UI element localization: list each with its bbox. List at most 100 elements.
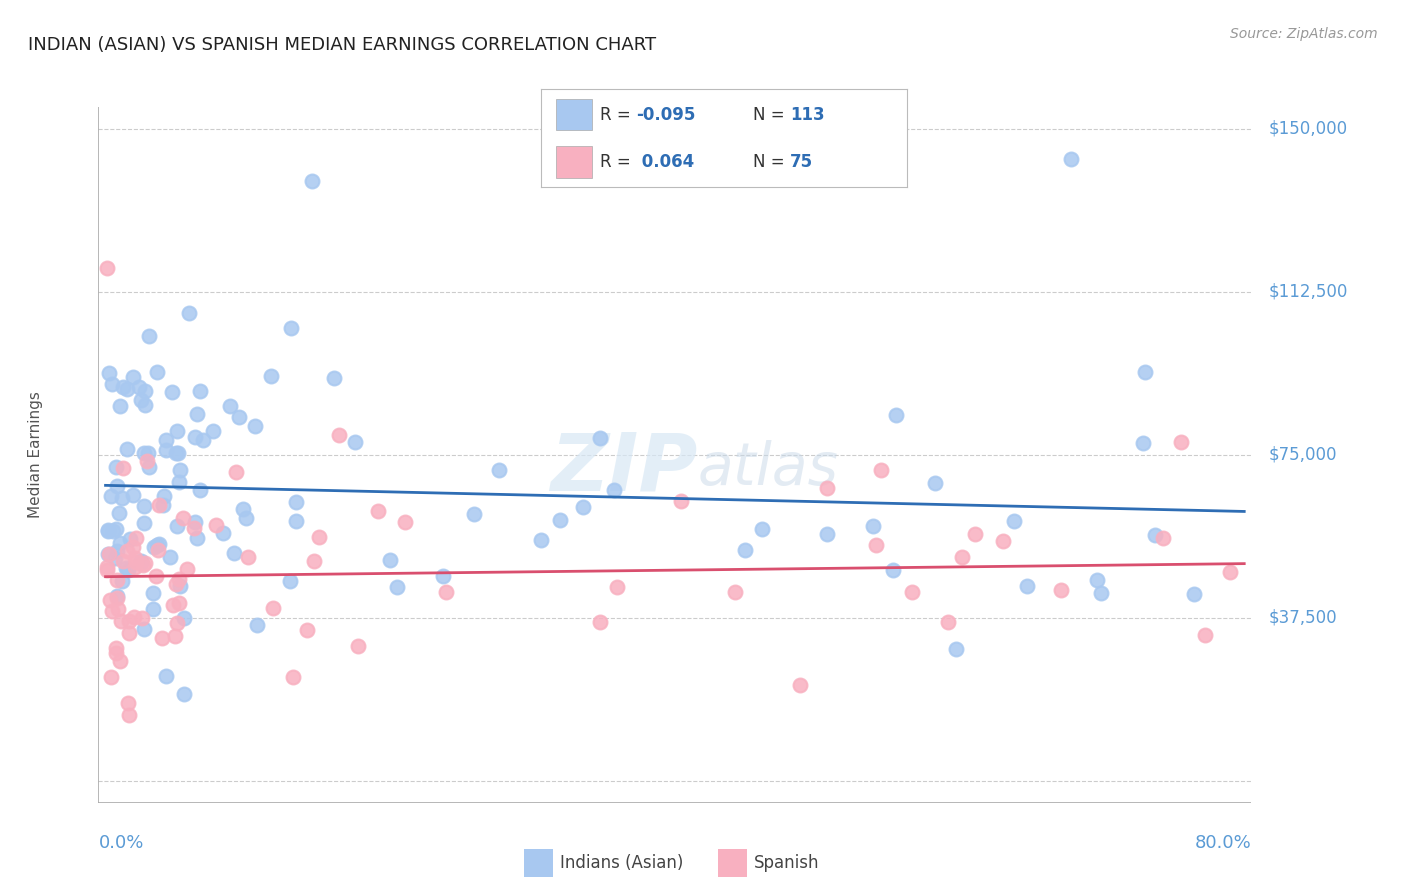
Point	[146, 538, 169, 552]
Point	[115, 382, 138, 396]
Point	[98, 592, 121, 607]
Text: Median Earnings: Median Earnings	[28, 392, 42, 518]
Point	[815, 527, 838, 541]
Point	[134, 384, 156, 398]
Point	[235, 510, 257, 524]
Point	[146, 366, 169, 380]
Point	[111, 554, 134, 568]
Text: R =: R =	[600, 153, 636, 170]
Point	[155, 443, 177, 458]
Point	[1182, 587, 1205, 601]
Point	[589, 615, 612, 629]
Point	[530, 533, 553, 547]
Point	[122, 370, 145, 384]
Point	[571, 500, 593, 514]
Point	[669, 493, 692, 508]
Point	[153, 489, 176, 503]
Text: $150,000: $150,000	[1268, 120, 1348, 137]
Point	[938, 615, 960, 629]
Point	[434, 585, 457, 599]
Text: $37,500: $37,500	[1268, 609, 1337, 627]
Point	[110, 614, 132, 628]
Point	[260, 369, 283, 384]
Point	[96, 560, 118, 574]
Point	[160, 385, 183, 400]
Point	[131, 611, 153, 625]
Point	[183, 516, 205, 530]
Point	[104, 460, 127, 475]
Point	[165, 446, 187, 460]
Point	[173, 687, 195, 701]
Point	[734, 542, 756, 557]
Point	[124, 550, 146, 565]
Point	[97, 547, 120, 561]
Text: N =: N =	[754, 153, 790, 170]
Point	[107, 506, 129, 520]
Point	[924, 476, 946, 491]
Point	[105, 544, 128, 558]
Point	[177, 306, 200, 320]
Point	[104, 551, 127, 566]
Point	[184, 430, 207, 444]
Point	[172, 511, 194, 525]
Point	[188, 384, 211, 399]
Point	[380, 553, 402, 567]
Text: N =: N =	[754, 106, 790, 124]
Point	[232, 501, 254, 516]
Point	[117, 563, 139, 577]
Point	[128, 380, 150, 394]
Point	[105, 573, 128, 587]
Point	[176, 562, 198, 576]
Point	[145, 568, 167, 582]
Text: Indians (Asian): Indians (Asian)	[561, 854, 683, 872]
Point	[163, 628, 186, 642]
Point	[367, 504, 389, 518]
Point	[166, 518, 188, 533]
Point	[117, 708, 139, 723]
Point	[108, 535, 131, 549]
Point	[105, 589, 128, 603]
Point	[900, 585, 922, 599]
Point	[302, 554, 325, 568]
Bar	[555, 99, 592, 130]
Text: Spanish: Spanish	[754, 854, 820, 872]
Point	[202, 424, 225, 438]
Point	[205, 517, 228, 532]
Point	[236, 549, 259, 564]
Point	[222, 546, 245, 560]
Point	[1194, 628, 1216, 642]
Point	[129, 556, 152, 570]
Point	[117, 615, 139, 629]
Point	[347, 640, 370, 654]
Point	[219, 400, 242, 414]
Point	[97, 547, 120, 561]
Point	[882, 563, 904, 577]
Point	[965, 526, 987, 541]
Text: ZIP: ZIP	[551, 430, 697, 508]
Point	[105, 478, 128, 492]
Text: INDIAN (ASIAN) VS SPANISH MEDIAN EARNINGS CORRELATION CHART: INDIAN (ASIAN) VS SPANISH MEDIAN EARNING…	[28, 36, 657, 54]
Point	[167, 446, 190, 460]
Point	[1170, 434, 1192, 449]
Point	[245, 418, 267, 433]
Text: $112,500: $112,500	[1268, 283, 1348, 301]
Point	[108, 399, 131, 413]
Point	[1132, 436, 1154, 450]
Point	[97, 523, 120, 537]
Point	[125, 531, 148, 545]
Point	[122, 540, 145, 554]
Point	[1085, 573, 1108, 587]
Text: 113: 113	[790, 106, 824, 124]
Point	[115, 544, 138, 558]
Point	[284, 514, 307, 528]
Point	[114, 561, 136, 575]
Point	[1060, 152, 1083, 166]
Text: atlas: atlas	[697, 441, 839, 498]
Bar	[524, 849, 553, 877]
Point	[993, 533, 1015, 548]
Point	[136, 446, 159, 460]
Text: 0.0%: 0.0%	[98, 834, 143, 852]
Point	[97, 524, 120, 538]
Text: -0.095: -0.095	[637, 106, 696, 124]
Point	[186, 407, 208, 421]
